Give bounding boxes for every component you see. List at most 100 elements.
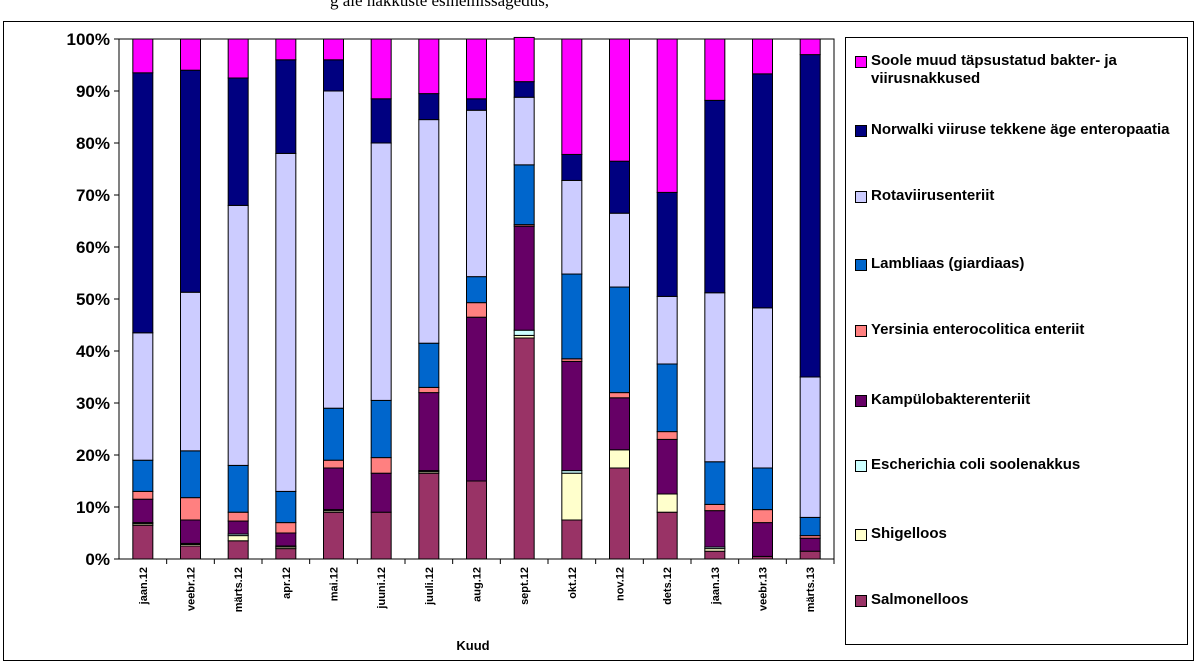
bar-segment-8: [370, 98, 392, 144]
bar-segment-8: [227, 77, 249, 206]
bar-segment-7: [180, 291, 201, 452]
bar-segment-1: [513, 337, 535, 560]
y-tick-label: 80%: [76, 134, 110, 153]
legend-label: Kampülobakterenteriit: [871, 391, 1031, 408]
bar-segment-8: [323, 59, 344, 92]
legend-swatch: [855, 595, 867, 607]
x-tick-label: aug.12: [472, 567, 484, 602]
bar-segment-6: [799, 516, 821, 537]
bar-segment-5: [227, 511, 249, 522]
bar-segment-5: [132, 490, 154, 500]
y-tick-label: 100%: [67, 30, 110, 49]
bar-segment-9: [609, 38, 630, 162]
chart-legend: Soole muud täpsustatud bakter- ja viirus…: [845, 37, 1188, 645]
bar-segment-8: [704, 99, 726, 294]
legend-swatch: [855, 191, 867, 203]
bar-segment-1: [370, 511, 392, 560]
x-tick-label: märts.12: [233, 567, 245, 612]
legend-swatch: [855, 460, 867, 472]
legend-label: Yersinia enterocolitica enteriit: [871, 321, 1085, 338]
y-tick-label: 40%: [76, 342, 110, 361]
bar-segment-9: [704, 38, 726, 101]
y-tick-label: 20%: [76, 446, 110, 465]
bar-segment-6: [656, 363, 678, 433]
bar-segment-6: [561, 273, 583, 360]
bar-segment-6: [466, 276, 487, 304]
bar-segment-1: [227, 540, 249, 560]
y-tick-label: 0%: [85, 550, 110, 569]
x-tick-label: sept.12: [519, 567, 531, 605]
bar-segment-9: [656, 38, 678, 193]
bar-segment-9: [752, 38, 773, 75]
bar-segment-5: [656, 431, 678, 440]
bar-segment-6: [418, 342, 440, 388]
y-tick-label: 30%: [76, 394, 110, 413]
bar-segment-4: [561, 360, 583, 472]
bar-segment-2: [609, 449, 630, 469]
bar-segment-7: [799, 376, 821, 518]
legend-swatch: [855, 125, 867, 137]
bar-segment-5: [466, 302, 487, 318]
bar-segment-9: [275, 38, 297, 61]
bar-segment-7: [370, 142, 392, 401]
bar-segment-7: [704, 292, 726, 463]
y-tick-label: 70%: [76, 186, 110, 205]
bar-segment-1: [704, 550, 726, 560]
bar-segment-1: [180, 545, 201, 560]
bar-segment-1: [466, 480, 487, 560]
bar-segment-8: [656, 191, 678, 297]
bar-segment-6: [513, 164, 535, 226]
bar-segment-4: [656, 438, 678, 495]
bar-segment-9: [513, 36, 535, 83]
bar-segment-3: [513, 329, 535, 336]
bar-segment-9: [227, 38, 249, 79]
x-tick-label: mai.12: [329, 567, 341, 601]
bar-segment-5: [704, 503, 726, 512]
bar-segment-7: [275, 152, 297, 492]
bar-segment-1: [323, 511, 344, 560]
bar-segment-4: [418, 392, 440, 472]
bar-segment-8: [513, 81, 535, 98]
bar-segment-5: [752, 509, 773, 524]
bar-segment-1: [799, 550, 821, 560]
legend-item: Soole muud täpsustatud bakter- ja viirus…: [855, 52, 1185, 88]
bar-segment-8: [752, 73, 773, 309]
bar-segment-1: [561, 519, 583, 560]
bar-segment-7: [132, 332, 154, 461]
bar-segment-9: [561, 38, 583, 155]
x-tick-label: jaan.13: [710, 567, 722, 605]
legend-label: Shigelloos: [871, 525, 947, 542]
bar-segment-4: [752, 522, 773, 557]
x-tick-label: juuni.12: [376, 567, 388, 610]
header-fragment: g ale nakkuste esinemissagedus,: [330, 0, 550, 10]
bar-segment-8: [799, 54, 821, 378]
x-tick-label: veebr.12: [186, 567, 198, 611]
legend-label: Norwalki viiruse tekkene äge enteropaati…: [871, 121, 1170, 138]
y-tick-label: 60%: [76, 238, 110, 257]
legend-label: Escherichia coli soolenakkus: [871, 456, 1081, 473]
bar-segment-6: [275, 490, 297, 524]
legend-swatch: [855, 259, 867, 271]
bar-segment-8: [180, 69, 201, 293]
bar-segment-7: [227, 204, 249, 466]
bar-segment-8: [275, 59, 297, 154]
bar-segment-5: [323, 459, 344, 469]
bar-segment-4: [799, 537, 821, 552]
legend-item: Escherichia coli soolenakkus: [855, 456, 1185, 474]
bar-segment-5: [180, 497, 201, 521]
legend-swatch: [855, 56, 867, 68]
legend-item: Lambliaas (giardiaas): [855, 255, 1185, 273]
bar-segment-1: [132, 524, 154, 560]
legend-item: Rotaviirusenteriit: [855, 187, 1185, 205]
x-tick-label: apr.12: [281, 567, 293, 599]
bar-segment-4: [323, 467, 344, 511]
bar-segment-5: [275, 522, 297, 534]
bar-segment-4: [180, 519, 201, 544]
bar-segment-9: [466, 38, 487, 100]
bar-segment-1: [609, 467, 630, 560]
bar-segment-8: [561, 153, 583, 181]
bar-segment-4: [370, 472, 392, 513]
bar-segment-6: [132, 459, 154, 492]
bar-segment-8: [466, 98, 487, 111]
